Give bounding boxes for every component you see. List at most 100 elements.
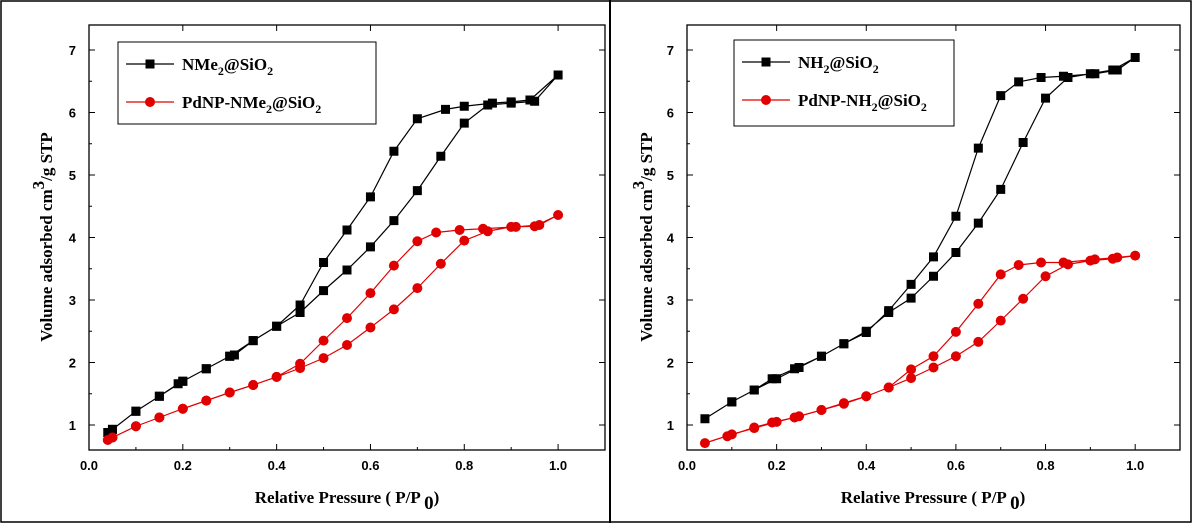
chart-0-series-1-point (459, 235, 470, 246)
chart-0-series-1-point (318, 353, 329, 364)
chart-1-series-1-point (995, 269, 1006, 280)
chart-0-series-1-point (388, 304, 399, 315)
chart-0-series-1-point (454, 225, 465, 235)
chart-0-series-1-point (478, 223, 489, 234)
legend-subscript: 2 (873, 62, 879, 76)
chart-0-legend-marker-0 (145, 59, 155, 69)
legend-text: PdNP-NMe (182, 93, 266, 112)
axis-label-text: Relative Pressure ( P/P (255, 488, 424, 507)
chart-0-series-0-point (530, 96, 540, 106)
chart-0-x-axis-label: Relative Pressure ( P/P 0) (255, 488, 440, 514)
chart-1-series-1-point (883, 382, 894, 393)
chart-0-series-1-point (295, 358, 306, 369)
legend-text: NH (798, 53, 824, 72)
chart-1-series-1-point (950, 351, 961, 362)
chart-1-series-0-point (1130, 53, 1140, 62)
chart-left: 0.0 0.2 0.4 0.6 0.8 1.01234567NMe2@SiO2PdNP-N… (29, 24, 606, 514)
chart-1-series-1-point (861, 391, 872, 402)
chart-1-series-1-point (767, 417, 778, 428)
chart-0-series-0-point (295, 300, 305, 310)
chart-0-series-0-point (107, 424, 117, 434)
chart-0-x-tick-label: 0.4 (268, 458, 287, 473)
chart-0-series-1-point (201, 395, 212, 406)
chart-1-x-tick-label: 0.8 (1037, 458, 1055, 473)
axis-label-text: /g STP (37, 132, 56, 182)
chart-1-series-0-point (906, 279, 916, 289)
chart-1-series-0-point (951, 248, 961, 257)
chart-1-series-1-point (950, 326, 961, 337)
legend-subscript: 2 (267, 64, 273, 78)
chart-1-series-0-point (1041, 93, 1051, 103)
chart-1-series-1-point (749, 422, 760, 433)
chart-0-series-1-point (130, 421, 141, 432)
chart-1-series-1-line (704, 255, 1136, 444)
chart-0-series-0-point (103, 428, 113, 437)
chart-0-x-tick-label: 1.0 (549, 458, 567, 473)
chart-1-series-0-point (1018, 138, 1028, 147)
axis-label-text: ) (434, 488, 440, 507)
chart-1-series-1-point (1018, 293, 1029, 304)
chart-0-x-tick-label: 0.2 (174, 458, 192, 473)
chart-1-series-0-point (790, 364, 800, 374)
chart-0-series-1-point (412, 283, 423, 294)
chart-0-series-0-point (272, 321, 282, 331)
axis-label-superscript: 3 (629, 181, 648, 190)
chart-1-series-0-point (884, 306, 894, 316)
chart-1-series-0-point (749, 385, 759, 395)
chart-0-series-1-point (318, 335, 329, 346)
chart-1-x-tick-label: 0.2 (768, 458, 786, 473)
chart-0-series-0-point (553, 70, 563, 80)
chart-0-series-0-point (248, 336, 258, 346)
chart-1-series-1-point (816, 405, 827, 415)
chart-0-series-0-point (412, 186, 422, 196)
chart-1-x-tick-label: 1.0 (1126, 458, 1144, 473)
chart-1-series-1-point (789, 412, 800, 423)
chart-0-x-tick-label: 0.0 (80, 458, 98, 473)
chart-0-series-0-point (412, 114, 422, 124)
legend-text: PdNP-NH (798, 91, 872, 110)
chart-0-series-0-point (436, 151, 446, 161)
chart-1-series-0-point (929, 252, 938, 262)
chart-0-series-1-point (412, 236, 423, 247)
chart-0-y-tick-label: 1 (69, 418, 76, 433)
chart-0-y-tick-label: 6 (69, 106, 76, 121)
chart-1-x-tick-label: 0.0 (678, 458, 696, 473)
axis-label-subscript: 0 (1010, 493, 1020, 514)
axis-label-text: Volume adsorbed cm (637, 189, 656, 341)
chart-0-series-0-point (201, 364, 211, 374)
legend-subscript: 2 (921, 100, 927, 114)
chart-1-series-1-point (699, 438, 710, 449)
chart-1-y-tick-label: 2 (667, 356, 674, 371)
chart-1-y-tick-label: 7 (667, 43, 674, 58)
chart-0-series-0-point (365, 242, 375, 252)
chart-0-series-1-point (342, 340, 352, 350)
chart-0-legend-marker-1 (145, 97, 155, 107)
chart-0-series-1-point (224, 387, 235, 398)
chart-0-series-1-point (388, 260, 399, 271)
chart-0-series-1-point (553, 210, 564, 220)
chart-1-series-1-point (1089, 254, 1100, 265)
chart-1-x-tick-label: 0.4 (857, 458, 876, 473)
chart-0-series-0-point (229, 350, 239, 360)
chart-0-series-0-point (342, 265, 352, 275)
chart-1-series-0-point (906, 293, 916, 303)
chart-0-series-0-point (154, 391, 164, 401)
chart-1-series-1-point (928, 362, 939, 373)
chart-1-series-0-point (929, 271, 938, 281)
chart-1-y-tick-label: 6 (667, 106, 674, 121)
chart-0-series-1-point (431, 227, 442, 238)
chart-1-y-tick-label: 1 (667, 418, 674, 433)
axis-label-text: ) (1020, 488, 1026, 507)
chart-1-x-tick-label: 0.6 (947, 458, 965, 473)
chart-0-series-0-point (295, 308, 305, 317)
chart-1-series-1-point (722, 431, 733, 442)
chart-1-series-0-point (727, 397, 737, 407)
chart-1-series-0-point (816, 351, 826, 361)
chart-0-series-0-point (342, 225, 352, 235)
chart-0-legend (117, 41, 377, 125)
chart-0-y-tick-label: 3 (69, 293, 76, 308)
chart-0-legend-label-0: NMe2@SiO2 (182, 55, 273, 78)
chart-0-y-tick-label: 2 (69, 356, 76, 371)
chart-0-series-0-point (459, 118, 469, 128)
